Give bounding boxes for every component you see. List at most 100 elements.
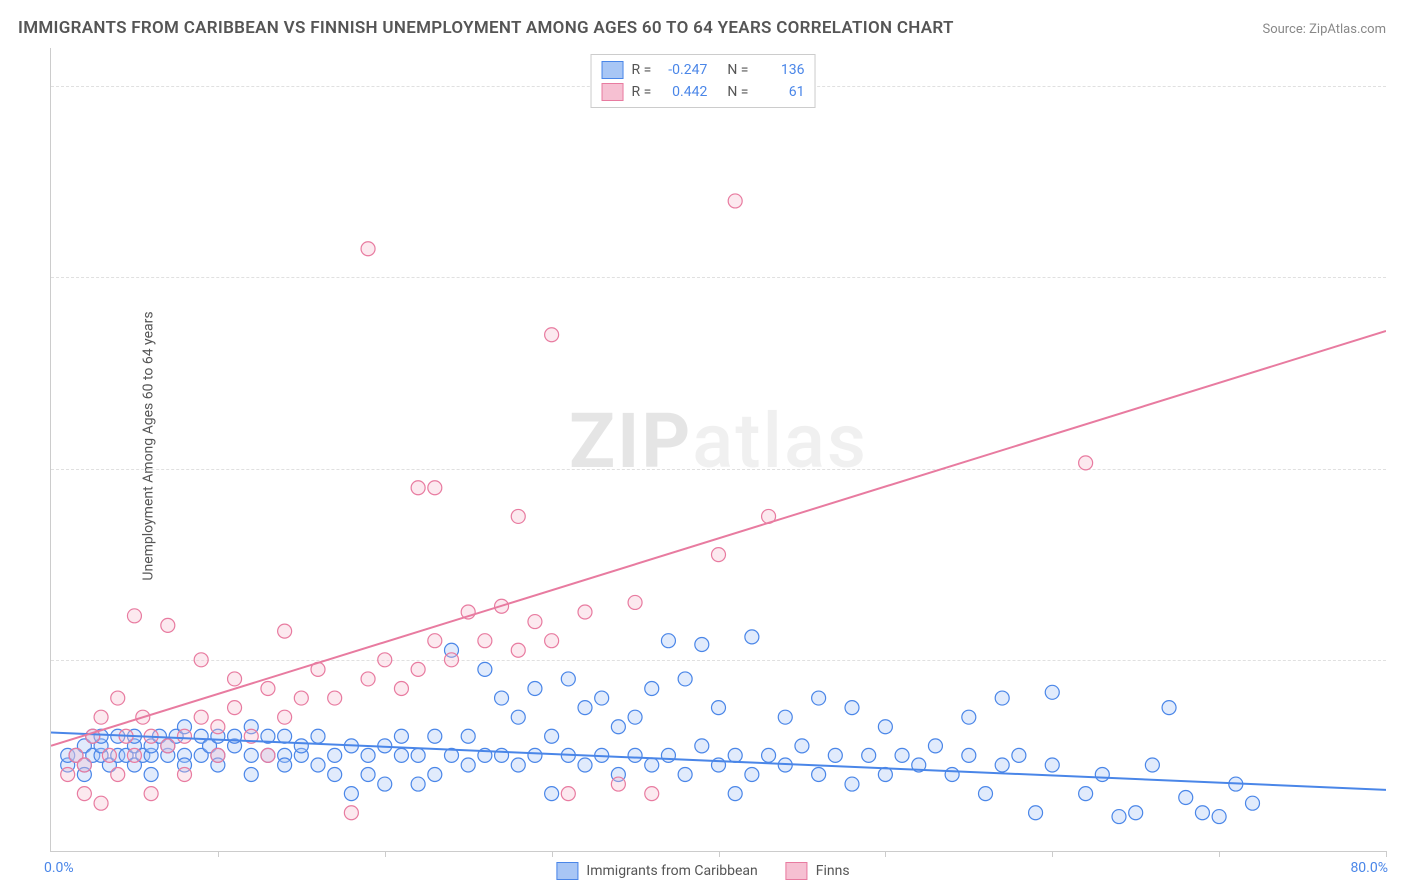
data-point-caribbean xyxy=(795,739,809,753)
data-point-caribbean xyxy=(745,768,759,782)
data-point-caribbean xyxy=(728,787,742,801)
data-point-finns xyxy=(161,618,175,632)
data-point-finns xyxy=(228,672,242,686)
legend-item: Immigrants from Caribbean xyxy=(556,862,757,880)
legend-r-label: R = xyxy=(632,84,652,100)
data-point-caribbean xyxy=(1129,806,1143,820)
data-point-caribbean xyxy=(1045,685,1059,699)
data-point-caribbean xyxy=(1112,810,1126,824)
data-point-finns xyxy=(712,548,726,562)
data-point-finns xyxy=(561,787,575,801)
data-point-caribbean xyxy=(511,710,525,724)
data-point-finns xyxy=(361,672,375,686)
legend-n-label: N = xyxy=(727,62,748,78)
x-max-label: 80.0% xyxy=(1350,860,1388,876)
data-point-caribbean xyxy=(828,748,842,762)
legend-r-value: 0.442 xyxy=(659,84,707,100)
data-point-caribbean xyxy=(411,748,425,762)
data-point-caribbean xyxy=(361,748,375,762)
data-point-finns xyxy=(127,748,141,762)
data-point-caribbean xyxy=(244,748,258,762)
data-point-caribbean xyxy=(928,739,942,753)
data-point-finns xyxy=(278,624,292,638)
data-point-caribbean xyxy=(812,691,826,705)
data-point-caribbean xyxy=(845,701,859,715)
legend-swatch xyxy=(602,83,624,101)
legend-stats-row: R =-0.247N =136 xyxy=(602,59,805,81)
data-point-caribbean xyxy=(728,748,742,762)
data-point-caribbean xyxy=(995,758,1009,772)
legend-stats-row: R =0.442N =61 xyxy=(602,81,805,103)
data-point-finns xyxy=(411,662,425,676)
data-point-finns xyxy=(278,710,292,724)
data-point-caribbean xyxy=(545,729,559,743)
data-point-caribbean xyxy=(661,748,675,762)
data-point-caribbean xyxy=(878,768,892,782)
data-point-finns xyxy=(411,481,425,495)
data-point-caribbean xyxy=(712,701,726,715)
data-point-caribbean xyxy=(478,662,492,676)
data-point-finns xyxy=(478,634,492,648)
data-point-finns xyxy=(178,729,192,743)
legend-r-label: R = xyxy=(632,62,652,78)
data-point-caribbean xyxy=(578,701,592,715)
data-point-finns xyxy=(77,758,91,772)
legend-item-label: Immigrants from Caribbean xyxy=(586,863,757,879)
data-point-finns xyxy=(261,681,275,695)
data-point-finns xyxy=(94,710,108,724)
data-point-caribbean xyxy=(895,748,909,762)
data-point-caribbean xyxy=(461,729,475,743)
data-point-caribbean xyxy=(561,672,575,686)
source-attribution: Source: ZipAtlas.com xyxy=(1262,22,1386,37)
data-point-finns xyxy=(294,691,308,705)
data-point-caribbean xyxy=(428,768,442,782)
chart-svg xyxy=(51,48,1386,851)
data-point-caribbean xyxy=(378,777,392,791)
data-point-caribbean xyxy=(678,672,692,686)
data-point-caribbean xyxy=(762,748,776,762)
data-point-caribbean xyxy=(1079,787,1093,801)
data-point-caribbean xyxy=(1179,790,1193,804)
data-point-caribbean xyxy=(645,681,659,695)
data-point-caribbean xyxy=(411,777,425,791)
data-point-caribbean xyxy=(661,634,675,648)
data-point-finns xyxy=(344,806,358,820)
data-point-caribbean xyxy=(344,787,358,801)
data-point-caribbean xyxy=(361,768,375,782)
legend-n-value: 61 xyxy=(756,84,804,100)
data-point-caribbean xyxy=(428,729,442,743)
data-point-finns xyxy=(211,748,225,762)
data-point-caribbean xyxy=(461,758,475,772)
data-point-finns xyxy=(102,748,116,762)
chart-title: IMMIGRANTS FROM CARIBBEAN VS FINNISH UNE… xyxy=(18,18,954,38)
data-point-caribbean xyxy=(1212,810,1226,824)
legend-swatch xyxy=(556,862,578,880)
data-point-finns xyxy=(194,653,208,667)
data-point-caribbean xyxy=(962,710,976,724)
x-tick-mark xyxy=(1386,851,1387,857)
legend-r-value: -0.247 xyxy=(659,62,707,78)
data-point-finns xyxy=(328,691,342,705)
x-tick-mark xyxy=(1219,851,1220,857)
data-point-finns xyxy=(728,194,742,208)
data-point-caribbean xyxy=(812,768,826,782)
data-point-finns xyxy=(111,768,125,782)
data-point-finns xyxy=(144,787,158,801)
data-point-caribbean xyxy=(945,768,959,782)
x-tick-mark xyxy=(218,851,219,857)
data-point-finns xyxy=(511,509,525,523)
data-point-caribbean xyxy=(845,777,859,791)
data-point-caribbean xyxy=(695,739,709,753)
data-point-caribbean xyxy=(244,768,258,782)
data-point-caribbean xyxy=(1162,701,1176,715)
x-origin-label: 0.0% xyxy=(44,860,74,876)
data-point-caribbean xyxy=(311,729,325,743)
data-point-finns xyxy=(361,242,375,256)
data-point-caribbean xyxy=(1045,758,1059,772)
data-point-caribbean xyxy=(144,768,158,782)
data-point-finns xyxy=(545,634,559,648)
data-point-caribbean xyxy=(495,691,509,705)
data-point-caribbean xyxy=(595,691,609,705)
data-point-finns xyxy=(528,615,542,629)
data-point-caribbean xyxy=(962,748,976,762)
